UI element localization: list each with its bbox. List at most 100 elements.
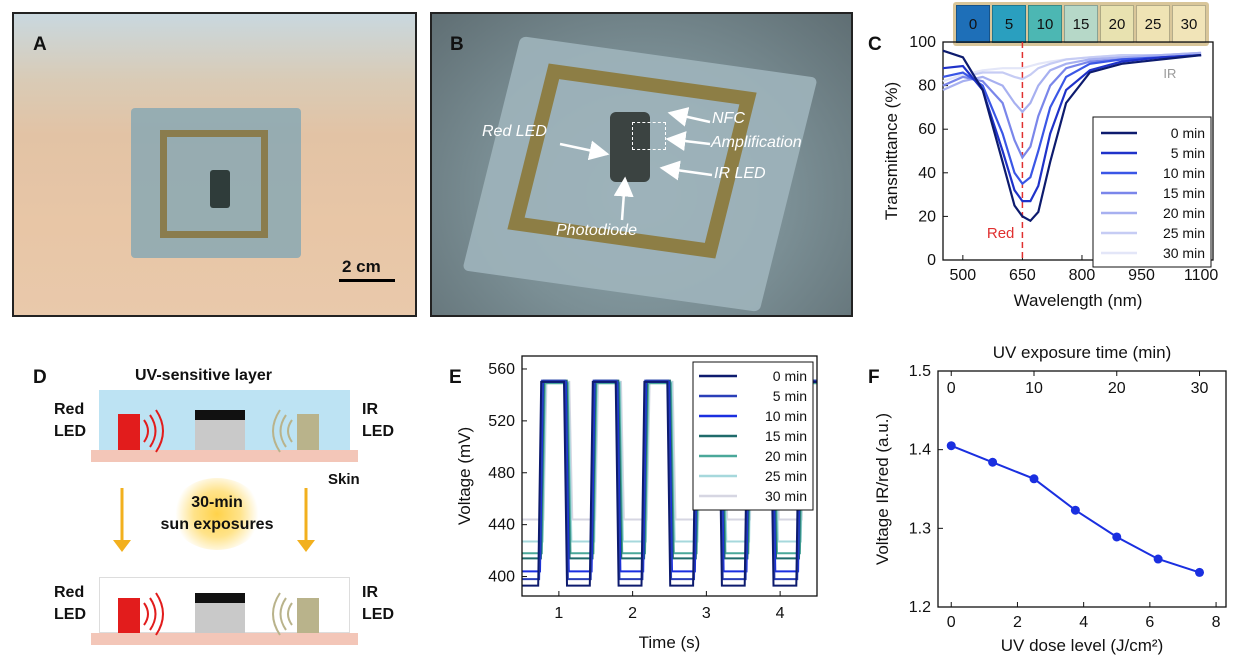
y-axis-label-c: Transmittance (%) xyxy=(882,82,901,220)
data-point-f xyxy=(1153,554,1163,564)
top-x-axis-label-f: UV exposure time (min) xyxy=(993,343,1172,362)
ir-led-block-top xyxy=(297,414,319,450)
sun-exposure-label: 30-min sun exposures xyxy=(160,494,274,533)
legend-label-e: 10 min xyxy=(765,408,807,424)
y-tick-label-c: 60 xyxy=(918,121,936,138)
x-tick-label-f: 0 xyxy=(947,614,956,631)
swatch-25: 25 xyxy=(1136,5,1170,43)
chart-c-transmittance: 500 650 800 950 1100 0 20 40 60 80 100 Wavelength (… xyxy=(882,34,1219,310)
photodiode-cap-top xyxy=(195,410,245,420)
swatch-10: 10 xyxy=(1028,5,1062,43)
y-tick-label-e: 400 xyxy=(488,569,515,586)
red-led-label-bottom: Red LED xyxy=(54,584,86,623)
swatch-0: 0 xyxy=(956,5,990,43)
plot-frame-f xyxy=(937,370,1227,608)
sun-glow xyxy=(172,478,262,550)
legend-label-e: 30 min xyxy=(765,488,807,504)
red-led-block-top xyxy=(118,414,140,450)
plot-frame-c xyxy=(942,41,1214,261)
legend-label-c: 25 min xyxy=(1163,225,1205,241)
chart-f-ratio: 0 2 4 6 8 0 10 20 30 1.2 1.3 1.4 1.5 UV dose level (J… xyxy=(873,343,1227,655)
y-tick-label-f: 1.2 xyxy=(909,599,931,616)
exposure-arrows xyxy=(113,488,315,552)
y-axis-label-f: Voltage IR/red (a.u.) xyxy=(873,413,892,565)
data-point-f xyxy=(1070,505,1080,515)
panel-letter-b: B xyxy=(450,34,464,55)
label-photodiode: Photodiode xyxy=(556,222,637,239)
legend-label-e: 0 min xyxy=(773,368,807,384)
red-marker-label: Red xyxy=(987,225,1015,242)
x-tick-label-c: 800 xyxy=(1069,267,1096,284)
red-led-block-bottom xyxy=(118,598,140,633)
uv-layer-label: UV-sensitive layer xyxy=(135,367,272,384)
data-point-f xyxy=(988,457,998,467)
emission-waves-top xyxy=(143,409,293,453)
amplification-box xyxy=(632,122,666,150)
panel-letter-a: A xyxy=(33,34,47,55)
series-line-c xyxy=(942,54,1202,186)
chip-a xyxy=(210,170,230,208)
photo-panel-b: NFC Red LED Amplification IR LED Photodi… xyxy=(430,12,853,317)
swatch-20: 20 xyxy=(1100,5,1134,43)
top-x-tick-label-f: 0 xyxy=(947,380,956,397)
x-tick-label-e: 2 xyxy=(628,605,637,622)
panel-letter-c: C xyxy=(868,34,882,55)
legend-label-c: 10 min xyxy=(1163,165,1205,181)
y-tick-label-c: 100 xyxy=(909,34,936,51)
y-tick-label-f: 1.5 xyxy=(909,363,931,380)
y-tick-label-c: 40 xyxy=(918,165,936,182)
legend-label-c: 15 min xyxy=(1163,185,1205,201)
legend-label-e: 15 min xyxy=(765,428,807,444)
photo-panel-a: 2 cm xyxy=(12,12,417,317)
label-nfc: NFC xyxy=(712,110,745,127)
swatch-15: 15 xyxy=(1064,5,1098,43)
y-tick-label-e: 560 xyxy=(488,361,515,378)
y-tick-label-c: 0 xyxy=(927,252,936,269)
chart-e-voltage: 1 2 3 4 400 440 480 520 560 Time (s) Voltage (mV) 0… xyxy=(455,355,818,652)
x-tick-label-e: 3 xyxy=(702,605,711,622)
y-tick-label-e: 520 xyxy=(488,413,515,430)
x-tick-label-f: 2 xyxy=(1013,614,1022,631)
x-tick-label-f: 4 xyxy=(1079,614,1088,631)
scale-label: 2 cm xyxy=(342,257,381,276)
panel-letter-f: F xyxy=(868,367,880,388)
x-tick-label-e: 1 xyxy=(554,605,563,622)
x-tick-label-c: 950 xyxy=(1128,267,1155,284)
x-tick-label-c: 650 xyxy=(1009,267,1036,284)
legend-label-e: 25 min xyxy=(765,468,807,484)
ir-led-block-bottom xyxy=(297,598,319,633)
data-point-f xyxy=(1029,474,1039,484)
color-swatch-strip: 0 5 10 15 20 25 30 xyxy=(953,2,1209,46)
legend-label-c: 0 min xyxy=(1171,125,1205,141)
antenna-coil-a xyxy=(160,130,268,238)
legend-label-e: 5 min xyxy=(773,388,807,404)
series-line-c xyxy=(942,51,1202,87)
y-tick-label-c: 20 xyxy=(918,208,936,225)
top-x-tick-label-f: 10 xyxy=(1025,380,1043,397)
legend-label-c: 30 min xyxy=(1163,245,1205,261)
photodiode-cap-bottom xyxy=(195,593,245,603)
series-line-c xyxy=(942,51,1202,114)
ir-led-label-bottom: IR LED xyxy=(362,584,394,623)
x-tick-label-e: 4 xyxy=(776,605,785,622)
data-point-f xyxy=(1195,567,1205,577)
y-tick-label-f: 1.4 xyxy=(909,442,931,459)
chip-cluster-b xyxy=(610,112,650,182)
emission-waves-bottom xyxy=(143,592,293,636)
top-x-tick-label-f: 30 xyxy=(1191,380,1209,397)
data-point-f xyxy=(1112,532,1122,542)
red-led-label-top: Red LED xyxy=(54,401,86,440)
skin-label: Skin xyxy=(328,471,360,488)
ir-marker-label: IR xyxy=(1163,66,1176,81)
y-tick-label-f: 1.3 xyxy=(909,520,931,537)
x-tick-label-c: 1100 xyxy=(1184,267,1219,284)
skin-layer-top xyxy=(91,450,358,462)
x-tick-label-c: 500 xyxy=(950,267,977,284)
y-tick-label-c: 80 xyxy=(918,78,936,95)
x-axis-label-f: UV dose level (J/cm²) xyxy=(1001,636,1163,655)
y-axis-label-e: Voltage (mV) xyxy=(455,427,474,525)
skin-layer-bottom xyxy=(91,633,358,645)
top-x-tick-label-f: 20 xyxy=(1108,380,1126,397)
x-axis-label-c: Wavelength (nm) xyxy=(1014,291,1143,310)
x-tick-label-f: 6 xyxy=(1145,614,1154,631)
